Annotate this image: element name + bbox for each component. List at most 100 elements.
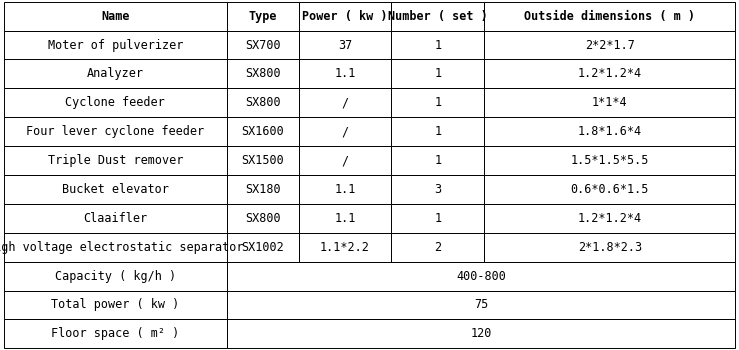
Bar (227, 117, 299, 146)
Text: Power ( kw ): Power ( kw ) (302, 10, 388, 23)
Bar (227, 290, 735, 320)
Bar (227, 204, 299, 233)
Text: 1: 1 (435, 96, 441, 109)
Text: Four lever cyclone feeder: Four lever cyclone feeder (26, 125, 204, 138)
Bar (4, 319, 227, 348)
Text: 1.1: 1.1 (334, 68, 355, 80)
Text: Total power ( kw ): Total power ( kw ) (51, 299, 180, 312)
Bar (4, 146, 227, 175)
Text: 0.6*0.6*1.5: 0.6*0.6*1.5 (571, 183, 649, 196)
Text: SX1002: SX1002 (242, 241, 284, 254)
Bar (299, 233, 392, 262)
Text: 1: 1 (435, 68, 441, 80)
Text: 1: 1 (435, 212, 441, 225)
Bar (484, 60, 735, 88)
Text: Moter of pulverizer: Moter of pulverizer (47, 38, 183, 51)
Text: Claaifler: Claaifler (84, 212, 147, 225)
Text: 1.5*1.5*5.5: 1.5*1.5*5.5 (571, 154, 649, 167)
Text: /: / (341, 96, 349, 109)
Text: 2*2*1.7: 2*2*1.7 (585, 38, 635, 51)
Bar (4, 262, 227, 290)
Text: 1: 1 (435, 154, 441, 167)
Bar (484, 2, 735, 31)
Bar (484, 175, 735, 204)
Text: 37: 37 (338, 38, 352, 51)
Bar (4, 31, 227, 60)
Bar (392, 146, 484, 175)
Text: 1.8*1.6*4: 1.8*1.6*4 (578, 125, 642, 138)
Text: SX180: SX180 (245, 183, 281, 196)
Bar (299, 88, 392, 117)
Bar (4, 88, 227, 117)
Text: Triple Dust remover: Triple Dust remover (47, 154, 183, 167)
Bar (392, 88, 484, 117)
Text: 1.2*1.2*4: 1.2*1.2*4 (578, 212, 642, 225)
Text: 400-800: 400-800 (456, 270, 506, 282)
Text: Type: Type (248, 10, 277, 23)
Bar (4, 233, 227, 262)
Text: 1: 1 (435, 125, 441, 138)
Text: 1*1*4: 1*1*4 (592, 96, 627, 109)
Bar (4, 175, 227, 204)
Text: SX1500: SX1500 (242, 154, 284, 167)
Bar (392, 204, 484, 233)
Bar (299, 2, 392, 31)
Bar (4, 2, 227, 31)
Bar (227, 31, 299, 60)
Text: 120: 120 (471, 327, 491, 340)
Bar (227, 60, 299, 88)
Bar (299, 31, 392, 60)
Text: SX800: SX800 (245, 68, 281, 80)
Bar (4, 117, 227, 146)
Text: Floor space ( m² ): Floor space ( m² ) (51, 327, 180, 340)
Text: /: / (341, 125, 349, 138)
Bar (299, 204, 392, 233)
Bar (227, 88, 299, 117)
Bar (392, 2, 484, 31)
Bar (484, 117, 735, 146)
Text: Outside dimensions ( m ): Outside dimensions ( m ) (525, 10, 695, 23)
Text: SX800: SX800 (245, 96, 281, 109)
Text: /: / (341, 154, 349, 167)
Text: 1.1: 1.1 (334, 212, 355, 225)
Text: High voltage electrostatic separator: High voltage electrostatic separator (0, 241, 244, 254)
Bar (392, 175, 484, 204)
Text: 1.2*1.2*4: 1.2*1.2*4 (578, 68, 642, 80)
Bar (227, 319, 735, 348)
Bar (392, 233, 484, 262)
Bar (392, 117, 484, 146)
Bar (299, 175, 392, 204)
Text: 1: 1 (435, 38, 441, 51)
Bar (484, 31, 735, 60)
Text: SX1600: SX1600 (242, 125, 284, 138)
Text: 1.1: 1.1 (334, 183, 355, 196)
Bar (299, 117, 392, 146)
Bar (4, 290, 227, 320)
Text: Cyclone feeder: Cyclone feeder (65, 96, 165, 109)
Text: Name: Name (101, 10, 129, 23)
Text: Number ( set ): Number ( set ) (388, 10, 488, 23)
Bar (227, 233, 299, 262)
Bar (484, 146, 735, 175)
Bar (227, 175, 299, 204)
Bar (299, 60, 392, 88)
Bar (484, 88, 735, 117)
Text: Analyzer: Analyzer (86, 68, 144, 80)
Bar (227, 262, 735, 290)
Bar (299, 146, 392, 175)
Bar (4, 60, 227, 88)
Text: 1.1*2.2: 1.1*2.2 (320, 241, 370, 254)
Text: 75: 75 (474, 299, 488, 312)
Text: 2*1.8*2.3: 2*1.8*2.3 (578, 241, 642, 254)
Bar (4, 204, 227, 233)
Bar (392, 31, 484, 60)
Text: 2: 2 (435, 241, 441, 254)
Text: 3: 3 (435, 183, 441, 196)
Text: Capacity ( kg/h ): Capacity ( kg/h ) (55, 270, 176, 282)
Bar (227, 2, 299, 31)
Bar (484, 204, 735, 233)
Bar (484, 233, 735, 262)
Text: SX700: SX700 (245, 38, 281, 51)
Bar (392, 60, 484, 88)
Bar (227, 146, 299, 175)
